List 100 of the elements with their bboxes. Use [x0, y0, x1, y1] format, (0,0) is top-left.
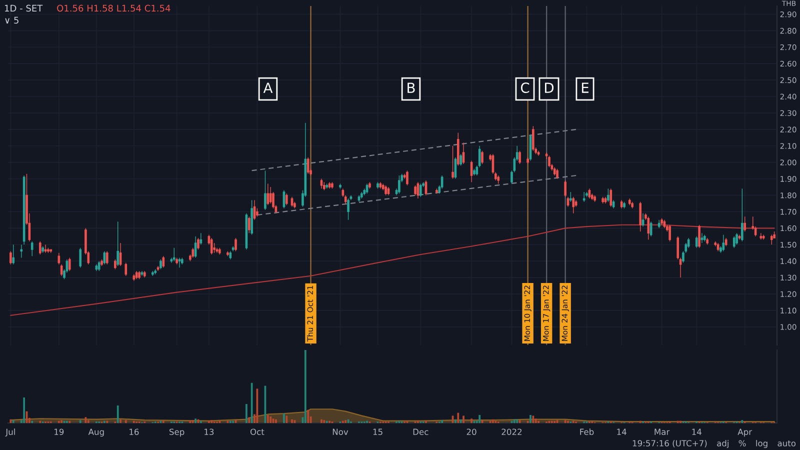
candlestick — [253, 200, 256, 220]
candlestick — [250, 200, 253, 236]
candlestick — [716, 242, 720, 252]
candlestick — [119, 242, 122, 266]
candlestick — [647, 216, 650, 240]
candlestick — [116, 221, 120, 266]
candlestick — [658, 220, 660, 229]
x-tick-label: 13 — [204, 428, 214, 436]
candlestick — [178, 257, 181, 268]
candlestick — [704, 234, 706, 242]
x-tick-label: 14 — [692, 428, 702, 435]
candlestick — [194, 236, 197, 258]
candlestick — [497, 175, 500, 184]
candlestick — [481, 150, 484, 164]
text: adj — [717, 440, 728, 448]
candlestick — [331, 182, 334, 190]
x-tick-label: 20 — [466, 428, 476, 436]
text: log — [756, 440, 768, 448]
candlestick — [138, 270, 140, 280]
candlestick — [339, 183, 342, 190]
candlestick — [176, 257, 178, 265]
candlestick — [58, 252, 60, 265]
candlestick — [588, 188, 591, 199]
candlestick — [518, 150, 521, 164]
candlestick — [473, 168, 476, 176]
candlestick — [30, 240, 34, 256]
candlestick — [706, 238, 708, 245]
annotation: ∨ 5 — [5, 16, 18, 24]
candlestick — [419, 183, 422, 198]
candlestick — [724, 238, 728, 247]
candlestick — [744, 216, 746, 232]
candlestick — [347, 198, 350, 220]
x-tick-label: Dec — [413, 428, 428, 436]
candlestick — [210, 238, 213, 255]
candlestick — [192, 248, 194, 258]
candlestick — [660, 218, 663, 226]
x-tick-label: Oct — [250, 428, 264, 436]
candlestick — [218, 248, 221, 255]
candlestick — [623, 201, 626, 209]
candlestick — [628, 198, 631, 206]
candlestick — [382, 183, 384, 191]
candlestick — [456, 132, 460, 166]
x-tick-label: Sep — [170, 428, 184, 437]
candlestick — [570, 192, 572, 202]
candlestick — [326, 183, 328, 190]
candlestick — [610, 188, 612, 208]
candlestick — [602, 196, 604, 204]
candlestick — [736, 232, 738, 245]
candlestick — [604, 196, 607, 204]
annotation: E — [582, 82, 588, 93]
candlestick — [181, 257, 184, 265]
candlestick — [620, 200, 623, 209]
candlestick — [197, 238, 200, 250]
candlestick — [698, 224, 700, 248]
candlestick — [594, 194, 596, 202]
candlestick — [741, 188, 744, 242]
candlestick — [47, 248, 50, 254]
candlestick — [248, 216, 250, 234]
x-tick-label: 19 — [54, 428, 64, 436]
candlestick — [416, 182, 420, 199]
candlestick — [358, 194, 360, 202]
candlestick — [229, 250, 232, 260]
candlestick — [566, 196, 570, 208]
candlestick — [462, 142, 465, 164]
candlestick — [612, 200, 615, 209]
candlestick — [98, 260, 100, 272]
candlestick — [144, 270, 146, 278]
candlestick — [152, 270, 154, 276]
candlestick — [398, 175, 400, 194]
x-tick-label: 14 — [617, 428, 626, 435]
candlestick — [226, 250, 229, 256]
candlestick — [376, 182, 379, 190]
candlestick — [470, 160, 473, 182]
candlestick — [200, 232, 202, 245]
candlestick — [537, 150, 540, 156]
candlestick — [668, 224, 671, 242]
candlestick — [714, 240, 717, 247]
x-tick-label: Nov — [332, 428, 348, 436]
candlestick — [234, 238, 237, 252]
candlestick — [103, 250, 106, 265]
candlestick — [264, 170, 266, 210]
candlestick — [548, 155, 550, 168]
candlestick — [360, 192, 363, 199]
candlestick — [424, 180, 428, 196]
candlestick — [266, 183, 270, 206]
x-tick-label: Feb — [580, 428, 594, 436]
candlestick — [526, 157, 529, 164]
text: auto — [778, 440, 796, 446]
candlestick — [607, 188, 610, 202]
candlestick — [770, 234, 773, 245]
annotation: B — [408, 82, 415, 93]
candlestick — [140, 270, 144, 276]
candlestick — [320, 178, 323, 190]
candlestick — [440, 175, 444, 190]
candlestick — [135, 270, 138, 280]
candlestick — [762, 234, 765, 240]
candlestick — [454, 157, 457, 180]
candlestick — [368, 182, 371, 190]
candlestick — [156, 266, 160, 272]
candlestick — [68, 257, 71, 272]
